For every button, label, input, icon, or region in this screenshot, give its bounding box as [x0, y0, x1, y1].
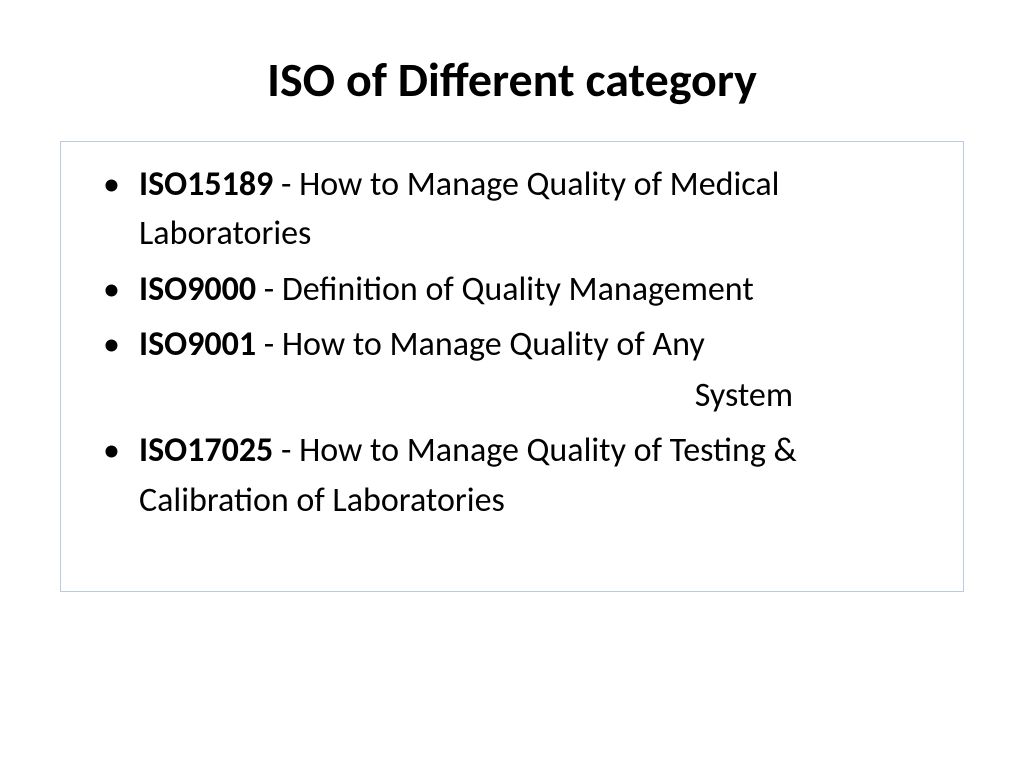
item-description: - Definition of Quality Management	[256, 269, 754, 310]
content-box: ISO15189 - How to Manage Quality of Medi…	[60, 141, 964, 592]
item-continuation: System	[139, 371, 933, 420]
bullet-list: ISO15189 - How to Manage Quality of Medi…	[91, 160, 933, 525]
list-item: ISO9000 - Definition of Quality Manageme…	[91, 265, 933, 314]
item-label: ISO9000	[139, 269, 256, 310]
slide-title: ISO of Different category	[60, 50, 964, 109]
slide-container: ISO of Different category ISO15189 - How…	[0, 0, 1024, 768]
list-item: ISO17025 - How to Manage Quality of Test…	[91, 426, 933, 525]
list-item: ISO9001 - How to Manage Quality of Any S…	[91, 320, 933, 421]
item-description: - How to Manage Quality of Any	[256, 324, 705, 365]
item-label: ISO17025	[139, 430, 273, 471]
item-label: ISO9001	[139, 324, 256, 365]
list-item: ISO15189 - How to Manage Quality of Medi…	[91, 160, 933, 259]
item-label: ISO15189	[139, 164, 273, 205]
